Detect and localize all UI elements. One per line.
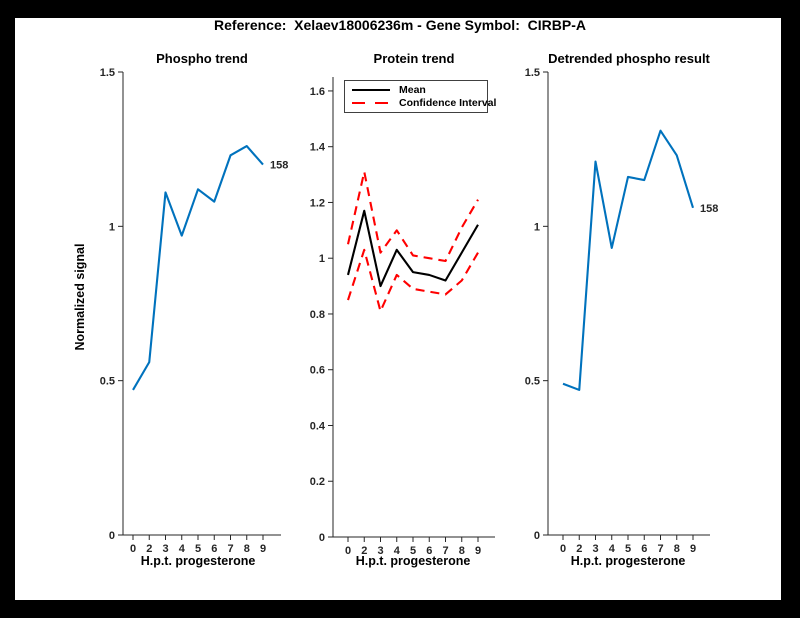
- x-tick-label: 9: [260, 543, 266, 555]
- x-tick-label: 7: [657, 543, 663, 555]
- y-tick-label: 0.5: [525, 376, 540, 388]
- y-tick-label: 0: [319, 532, 325, 544]
- y-tick-label: 1.5: [100, 67, 115, 79]
- x-tick-label: 2: [576, 543, 582, 555]
- y-tick-label: 1.4: [310, 142, 326, 154]
- x-tick-label: 2: [361, 545, 367, 557]
- x-tick-label: 7: [227, 543, 233, 555]
- x-tick-label: 8: [244, 543, 250, 555]
- axes-spines: [547, 72, 710, 536]
- x-tick-label: 5: [625, 543, 631, 555]
- series-line-mean: [346, 209, 479, 288]
- legend-row-mean: Mean: [345, 83, 487, 96]
- x-tick-label: 0: [130, 543, 136, 555]
- y-tick-label: 0: [534, 530, 540, 542]
- x-tick-label: 8: [459, 545, 465, 557]
- chart3-x-axis-label: H.p.t. progesterone: [570, 554, 686, 568]
- chart3-title: Detrended phospho result: [548, 51, 710, 66]
- x-tick-label: 4: [179, 543, 186, 555]
- chart1-y-axis-label: Normalized signal: [73, 243, 87, 351]
- y-tick-label: 0.6: [310, 365, 325, 377]
- y-tick-label: 1: [319, 253, 325, 265]
- chart-2: 00.20.40.60.811.21.41.60 2 3 4 5 6 7 8 9: [310, 77, 495, 557]
- y-tick-label: 1: [109, 221, 115, 233]
- y-tick-label: 1: [534, 221, 540, 233]
- chart2-title: Protein trend: [373, 51, 455, 66]
- series-end-label: 158: [270, 160, 288, 172]
- axes-spines: [332, 77, 495, 538]
- x-tick-label: 2: [146, 543, 152, 555]
- series-line-detrended-phospho-signal: [562, 129, 695, 391]
- series-line-ci-upper: [346, 170, 479, 263]
- figure-canvas: [15, 18, 781, 600]
- x-tick-label: 0: [560, 543, 566, 555]
- x-tick-label: 6: [426, 545, 432, 557]
- x-tick-label: 3: [377, 545, 383, 557]
- x-tick-label: 5: [410, 545, 416, 557]
- chart2-x-axis-label: H.p.t. progesterone: [355, 554, 471, 568]
- chart1-x-axis-label: H.p.t. progesterone: [140, 554, 256, 568]
- legend-row-confidence-interval: Confidence Interval: [345, 97, 496, 110]
- x-tick-label: 9: [475, 545, 481, 557]
- legend-box: Mean Confidence Interval: [344, 80, 496, 113]
- series-line-phospho-signal: [132, 145, 264, 391]
- confidence-interval-line-sample-icon: [352, 102, 390, 105]
- chart1-title: Phospho trend: [156, 51, 248, 66]
- mean-line-sample-icon: [352, 88, 390, 91]
- y-tick-label: 1.2: [310, 197, 325, 209]
- y-tick-label: 1.6: [310, 86, 325, 98]
- x-tick-label: 3: [162, 543, 168, 555]
- x-tick-label: 6: [641, 543, 647, 555]
- x-tick-label: 8: [674, 543, 680, 555]
- x-tick-label: 4: [394, 545, 401, 557]
- y-tick-label: 0.8: [310, 309, 325, 321]
- legend-label-confidence-interval: Confidence Interval: [399, 97, 497, 110]
- y-tick-label: 1.5: [525, 67, 540, 79]
- axes-spines: [122, 72, 281, 536]
- x-tick-label: 0: [345, 545, 351, 557]
- x-tick-label: 5: [195, 543, 201, 555]
- y-tick-label: 0.2: [310, 476, 325, 488]
- y-tick-label: 0.5: [100, 376, 115, 388]
- x-tick-label: 4: [609, 543, 616, 555]
- x-tick-label: 7: [442, 545, 448, 557]
- legend-label-mean: Mean: [399, 83, 426, 96]
- x-tick-label: 3: [592, 543, 598, 555]
- x-tick-label: 6: [211, 543, 217, 555]
- series-end-label: 158: [700, 203, 718, 215]
- figure-title: Reference: Xelaev18006236m - Gene Symbol…: [214, 17, 586, 33]
- y-tick-label: 0: [109, 530, 115, 542]
- x-tick-label: 9: [690, 543, 696, 555]
- y-tick-label: 0.4: [310, 420, 326, 432]
